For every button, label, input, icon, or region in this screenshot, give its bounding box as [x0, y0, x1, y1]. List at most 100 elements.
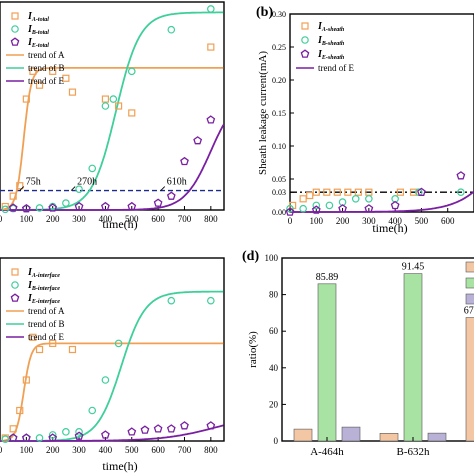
- data-point-B-b: [312, 201, 321, 210]
- data-point-E-a: [193, 136, 203, 145]
- data-point-B-c: [48, 431, 57, 439]
- data-point-B-a: [127, 67, 136, 76]
- data-point-B-a: [1, 205, 10, 214]
- x-tick-label-c: 200: [46, 445, 60, 455]
- data-point-B-c: [167, 296, 176, 305]
- annotation-a: 610h: [167, 177, 187, 188]
- data-point-E-a: [8, 203, 18, 212]
- legend-label-b: IB-sheath: [317, 35, 345, 47]
- data-point-E-c: [8, 433, 18, 442]
- x-tick-label-c: 0: [0, 445, 3, 455]
- data-point-E-c: [206, 421, 216, 430]
- trend-line-A-a: [0, 67, 224, 211]
- data-point-E-b: [364, 204, 374, 213]
- data-point-A-a: [68, 88, 77, 96]
- data-point-B-c: [75, 428, 83, 436]
- data-point-B-b: [457, 188, 465, 197]
- panel-label-b: (b): [256, 5, 273, 20]
- x-axis-label-b: time(h): [372, 221, 407, 235]
- data-point-A-b: [306, 191, 314, 200]
- data-point-A-c: [35, 345, 44, 354]
- data-point-E-b: [285, 207, 295, 216]
- data-point-E-c: [153, 424, 163, 433]
- data-point-A-b: [409, 188, 418, 196]
- data-point-B-b: [351, 195, 360, 203]
- x-tick-label-b: 400: [388, 216, 402, 226]
- x-tick-label-c: 100: [20, 445, 34, 455]
- x-tick-label-a: 0: [0, 214, 3, 224]
- data-point-E-c: [127, 427, 137, 436]
- legend-marker-B-c: [11, 281, 19, 289]
- legend-marker-A-a: [11, 12, 19, 20]
- legend-label-a: IA-total: [27, 11, 49, 23]
- y-tick-label-d: 0: [274, 436, 279, 446]
- data-point-E-c: [48, 433, 58, 442]
- data-point-A-c: [9, 425, 17, 433]
- legend-label-c: IB-interface: [27, 280, 60, 292]
- data-point-E-c: [140, 425, 150, 434]
- data-point-A-a: [207, 43, 215, 51]
- legend-marker-A-b: [301, 22, 309, 30]
- data-point-E-c: [74, 431, 84, 440]
- legend-label-a: trend of A: [28, 50, 65, 60]
- bar-barB-d: [317, 283, 337, 442]
- data-point-E-c: [101, 430, 110, 439]
- annotation-arrow-a: [70, 186, 76, 191]
- data-label-d: 67.47: [464, 306, 474, 317]
- bar-barB-d: [403, 273, 423, 442]
- bar-barE-d: [427, 432, 447, 442]
- x-tick-label-b: 600: [441, 216, 455, 226]
- legend-label-c: trend of A: [28, 306, 65, 316]
- panel-label-d: (d): [242, 249, 259, 264]
- x-tick-label-c: 300: [72, 445, 86, 455]
- data-point-E-a: [166, 191, 176, 200]
- data-point-E-b: [338, 204, 347, 213]
- x-tick-label-a: 500: [125, 214, 139, 224]
- y-tick-label-b: 0.05: [272, 175, 286, 184]
- data-point-B-c: [101, 376, 110, 384]
- x-tick-label-c: 600: [151, 445, 165, 455]
- data-point-A-b: [299, 195, 307, 203]
- data-point-B-a: [101, 102, 110, 110]
- x-tick-label-a: 700: [178, 214, 192, 224]
- x-tick-label-b: 100: [310, 216, 324, 226]
- legend-marker-A-c: [11, 268, 19, 276]
- x-tick-label-b: 0: [288, 216, 293, 226]
- data-point-E-b: [390, 200, 400, 210]
- data-point-B-a: [167, 25, 176, 34]
- data-point-A-b: [344, 188, 352, 196]
- data-point-E-a: [206, 115, 216, 124]
- legend-label-c: IA-interface: [27, 267, 60, 279]
- data-point-B-b: [299, 204, 307, 213]
- data-point-A-a: [114, 102, 123, 110]
- y-tick-label-b: 0.15: [272, 109, 286, 118]
- x-axis-label-c: time(h): [102, 459, 137, 473]
- legend-label-c: trend of B: [28, 319, 65, 329]
- annotation-arrow-a: [160, 186, 166, 191]
- data-point-E-c: [21, 433, 31, 442]
- y-tick-label-d: 100: [265, 253, 279, 263]
- data-point-B-a: [35, 204, 44, 212]
- y-tick-label-b: 0.00: [272, 208, 286, 217]
- legend-marker-E-a: [10, 37, 20, 46]
- data-point-E-b: [311, 205, 321, 214]
- data-point-A-b: [396, 188, 404, 196]
- data-point-A-c: [49, 339, 57, 347]
- y-tick-label-b: 0.30: [272, 10, 286, 19]
- annotation-a: 75h: [26, 177, 41, 188]
- y-tick-label-b: 0.10: [272, 142, 286, 151]
- trend-line-E-a: [0, 124, 225, 211]
- x-tick-label-c: 700: [178, 445, 192, 455]
- legend-label-b: trend of E: [318, 63, 354, 73]
- data-point-E-a: [127, 201, 137, 211]
- data-point-B-c: [35, 434, 44, 442]
- data-label-d: 91.45: [402, 262, 425, 273]
- legend-label-a: IE-total: [27, 37, 49, 49]
- data-point-E-a: [153, 198, 163, 207]
- data-point-B-a: [207, 5, 215, 13]
- x-axis-label-a: time(h): [102, 217, 137, 231]
- legend-swatch-barE-d: [465, 293, 474, 305]
- bar-barA-d: [293, 428, 313, 442]
- data-point-A-a: [62, 74, 70, 82]
